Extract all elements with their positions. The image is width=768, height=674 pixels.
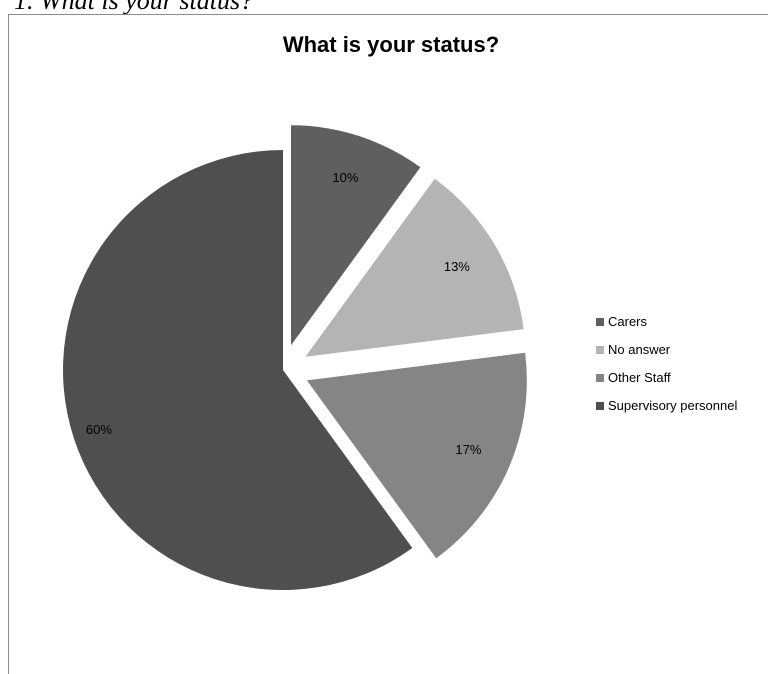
legend-label-supervisory-personnel: Supervisory personnel bbox=[608, 398, 737, 413]
data-label-other-staff: 17% bbox=[455, 442, 481, 457]
legend-swatch-carers bbox=[596, 318, 604, 326]
pie-slice-no-answer bbox=[305, 178, 524, 357]
legend-swatch-supervisory-personnel bbox=[596, 402, 604, 410]
pie-chart: What is your status? 10% 13% 17% 60% Carers… bbox=[62, 32, 737, 591]
pie-slices bbox=[62, 125, 527, 591]
data-label-no-answer: 13% bbox=[444, 259, 470, 274]
chart-title: What is your status? bbox=[283, 32, 499, 57]
data-label-supervisory-personnel: 60% bbox=[86, 422, 112, 437]
pie-data-labels: 10% 13% 17% 60% bbox=[86, 170, 482, 457]
pie-slice-supervisory-personnel bbox=[62, 150, 413, 591]
pie-slice-carers bbox=[291, 125, 421, 346]
pie-slice-other-staff bbox=[306, 352, 527, 559]
legend-swatch-other-staff bbox=[596, 374, 604, 382]
legend-label-no-answer: No answer bbox=[608, 342, 671, 357]
legend-label-other-staff: Other Staff bbox=[608, 370, 671, 385]
legend-swatch-no-answer bbox=[596, 346, 604, 354]
legend-label-carers: Carers bbox=[608, 314, 648, 329]
document-heading: 1. What is your status? bbox=[14, 0, 254, 15]
data-label-carers: 10% bbox=[332, 170, 358, 185]
legend: Carers No answer Other Staff Supervisory pe… bbox=[596, 314, 737, 413]
